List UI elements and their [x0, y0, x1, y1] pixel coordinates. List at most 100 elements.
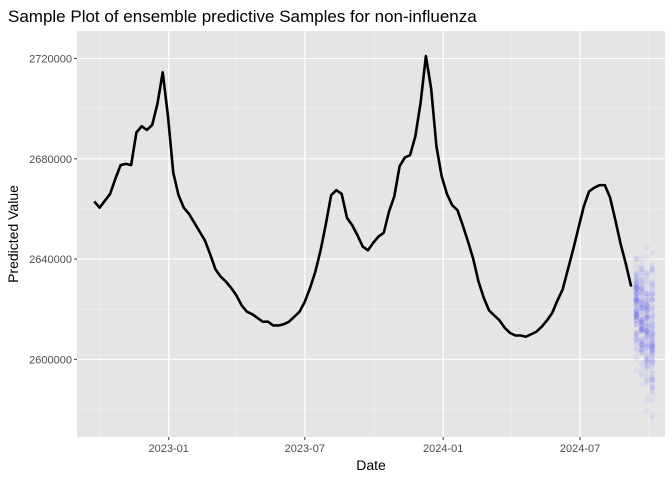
sample-point	[649, 335, 656, 342]
sample-point	[643, 297, 650, 304]
sample-point	[643, 356, 650, 363]
sample-point	[633, 307, 640, 314]
y-axis-title: Predicted Value	[5, 185, 21, 283]
sample-point	[633, 302, 640, 309]
sample-point	[643, 304, 650, 311]
sample-point	[649, 339, 656, 346]
sample-point	[638, 276, 645, 283]
sample-point	[643, 363, 650, 370]
sample-point	[638, 278, 645, 285]
sample-point	[643, 321, 650, 328]
sample-point	[643, 380, 650, 387]
sample-point	[643, 293, 650, 300]
sample-point	[638, 319, 645, 326]
sample-point	[649, 355, 656, 362]
sample-point	[633, 288, 640, 295]
sample-point	[633, 322, 640, 329]
sample-point	[633, 307, 640, 314]
sample-point	[649, 348, 656, 355]
sample-point	[643, 328, 650, 335]
sample-point	[649, 349, 656, 356]
sample-point	[633, 339, 640, 346]
sample-point	[643, 307, 650, 314]
sample-point	[649, 345, 656, 352]
sample-point	[633, 297, 640, 304]
sample-point	[633, 307, 640, 314]
sample-point	[649, 384, 656, 391]
sample-point	[638, 340, 645, 347]
sample-point	[649, 345, 656, 352]
sample-point	[638, 315, 645, 322]
sample-point	[649, 342, 656, 349]
sample-point	[649, 341, 656, 348]
sample-point	[649, 289, 656, 296]
sample-point	[643, 407, 650, 414]
sample-point	[633, 300, 640, 307]
sample-point	[633, 282, 640, 289]
sample-point	[649, 329, 656, 336]
sample-point	[638, 291, 645, 298]
sample-point	[649, 372, 656, 379]
sample-point	[638, 350, 645, 357]
sample-point	[638, 318, 645, 325]
sample-point	[643, 363, 650, 370]
sample-point	[643, 333, 650, 340]
sample-point	[649, 347, 656, 354]
sample-point	[638, 266, 645, 273]
sample-point	[649, 297, 656, 304]
sample-point	[633, 309, 640, 316]
sample-point	[643, 331, 650, 338]
sample-point	[649, 320, 656, 327]
sample-point	[638, 336, 645, 343]
sample-point	[638, 304, 645, 311]
sample-point	[643, 315, 650, 322]
y-axis: 2600000 2640000 2680000 2720000	[29, 54, 77, 366]
sample-point	[633, 312, 640, 319]
sample-point	[643, 316, 650, 323]
sample-point	[643, 374, 650, 381]
sample-point	[638, 285, 645, 292]
sample-point	[643, 307, 650, 314]
sample-point	[633, 314, 640, 321]
sample-point	[638, 341, 645, 348]
sample-point	[633, 334, 640, 341]
sample-point	[638, 321, 645, 328]
sample-point	[633, 289, 640, 296]
sample-point	[633, 290, 640, 297]
sample-point	[633, 281, 640, 288]
sample-point	[643, 322, 650, 329]
sample-point	[638, 346, 645, 353]
sample-point	[643, 341, 650, 348]
sample-point	[638, 300, 645, 307]
sample-point	[638, 338, 645, 345]
sample-point	[649, 377, 656, 384]
sample-point	[633, 314, 640, 321]
sample-point	[643, 277, 650, 284]
sample-point	[633, 279, 640, 286]
chart-title: Sample Plot of ensemble predictive Sampl…	[8, 7, 477, 26]
sample-point	[638, 303, 645, 310]
sample-point	[649, 330, 656, 337]
sample-point	[633, 312, 640, 319]
sample-point	[633, 256, 640, 263]
sample-point	[643, 293, 650, 300]
sample-point	[643, 302, 650, 309]
sample-point	[633, 309, 640, 316]
sample-point	[649, 317, 656, 324]
sample-point	[649, 308, 656, 315]
sample-point	[638, 348, 645, 355]
sample-point	[643, 340, 650, 347]
sample-point	[649, 350, 656, 357]
sample-point	[649, 388, 656, 395]
sample-point	[649, 305, 656, 312]
sample-point	[643, 329, 650, 336]
sample-point	[643, 303, 650, 310]
sample-point	[638, 304, 645, 311]
sample-point	[649, 266, 656, 273]
sample-point	[643, 330, 650, 337]
sample-point	[643, 334, 650, 341]
plot-panel	[77, 31, 665, 437]
sample-point	[633, 285, 640, 292]
sample-point	[633, 284, 640, 291]
